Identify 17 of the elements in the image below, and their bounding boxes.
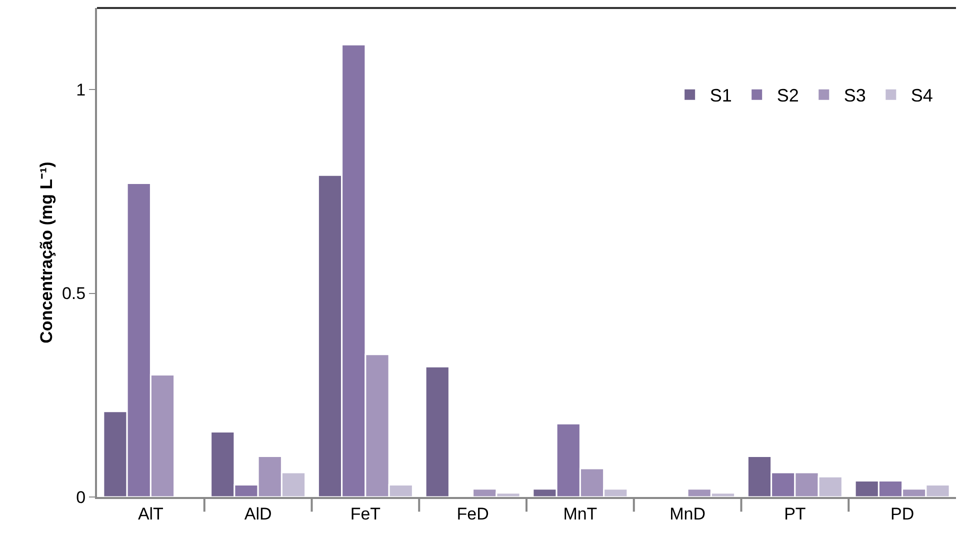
x-tick-label: PT <box>784 504 806 524</box>
x-tick-label: FeD <box>456 504 489 524</box>
legend-label: S2 <box>776 86 799 106</box>
y-tick-label: 0.5 <box>62 284 86 304</box>
legend-label: S3 <box>844 86 866 106</box>
x-tick-label: AlT <box>138 504 164 524</box>
x-tick-label: FeT <box>350 504 381 524</box>
y-tick-label: 1 <box>76 80 86 100</box>
legend-label: S1 <box>710 86 732 106</box>
legend-label: S4 <box>910 86 933 106</box>
x-tick-label: MnT <box>563 504 598 524</box>
y-axis-title: Concentração (mg L⁻¹) <box>37 162 56 344</box>
x-tick-label: MnD <box>670 504 706 524</box>
x-tick-label: PD <box>890 504 914 524</box>
y-tick-label: 0 <box>76 488 86 507</box>
bar <box>424 366 450 497</box>
x-tick-label: AlD <box>244 504 272 524</box>
